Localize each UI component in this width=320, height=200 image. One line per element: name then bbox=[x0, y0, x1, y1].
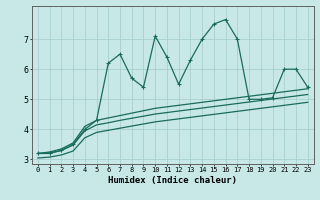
X-axis label: Humidex (Indice chaleur): Humidex (Indice chaleur) bbox=[108, 176, 237, 185]
